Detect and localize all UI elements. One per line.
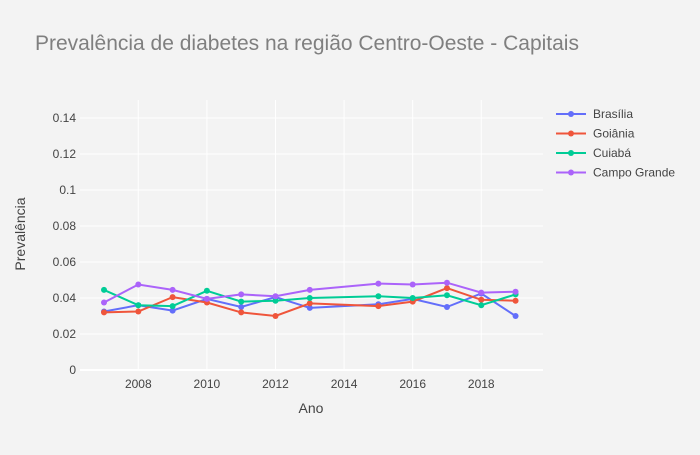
legend[interactable]: Brasília Goiânia Cuiabá Campo Grande [556,107,675,180]
data-point[interactable] [238,304,245,310]
y-tick-label: 0.06 [53,255,77,269]
legend-item[interactable]: Goiânia [556,127,635,141]
x-tick-label: 2012 [262,377,289,391]
data-point[interactable] [135,302,142,309]
data-point[interactable] [443,304,450,310]
y-tick-label: 0.12 [53,147,77,161]
data-point[interactable] [101,299,108,306]
y-tick-label: 0 [69,363,76,377]
y-tick-label: 0.04 [53,291,77,305]
data-point[interactable] [238,309,245,316]
data-point[interactable] [306,286,313,293]
data-point[interactable] [203,287,210,294]
x-tick-label: 2014 [331,377,358,391]
series-line [103,287,516,318]
legend-marker-icon [568,150,574,156]
data-point[interactable] [443,279,450,286]
y-tick-label: 0.1 [59,183,76,197]
data-point[interactable] [375,293,382,300]
series-3 [101,279,519,306]
y-tick-label: 0.14 [53,111,77,125]
data-point[interactable] [101,309,108,316]
series-1 [101,285,519,319]
axis-ticks: 0 0.02 0.04 0.06 0.08 0.1 0.12 0.14 2008 2010 2012… [53,111,495,391]
legend-label: Campo Grande [593,166,675,180]
x-tick-label: 2010 [194,377,221,391]
data-point[interactable] [135,281,142,288]
data-point[interactable] [306,300,313,307]
legend-item[interactable]: Brasília [556,107,633,121]
data-point[interactable] [512,297,519,304]
y-axis-title: Prevalência [12,197,28,270]
data-point[interactable] [443,285,450,292]
data-point[interactable] [169,303,176,310]
legend-label: Goiânia [593,127,635,141]
data-point[interactable] [409,281,416,288]
data-point[interactable] [169,286,176,293]
data-point[interactable] [375,280,382,287]
x-tick-label: 2016 [399,377,426,391]
series-layer [101,279,519,319]
chart-title: Prevalência de diabetes na região Centro… [35,32,579,55]
legend-item[interactable]: Cuiabá [556,146,631,160]
data-point[interactable] [238,291,245,298]
data-point[interactable] [306,295,313,301]
data-point[interactable] [135,308,142,315]
data-point[interactable] [409,295,416,301]
data-point[interactable] [272,313,279,319]
legend-label: Cuiabá [593,146,631,160]
legend-marker-icon [568,130,574,137]
data-point[interactable] [478,289,485,296]
x-tick-label: 2008 [125,377,152,391]
legend-marker-icon [568,169,574,176]
plot-area [80,100,543,370]
data-point[interactable] [272,293,279,300]
data-point[interactable] [101,286,108,293]
series-line [103,288,516,308]
gridlines [80,100,543,371]
data-point[interactable] [169,307,176,314]
legend-item[interactable]: Campo Grande [556,166,675,180]
data-point[interactable] [478,302,485,309]
legend-marker-icon [568,111,574,117]
data-point[interactable] [478,296,485,303]
series-line [103,281,516,304]
data-point[interactable] [203,295,210,302]
data-point[interactable] [512,288,519,295]
data-point[interactable] [443,292,450,299]
series-line [103,292,517,317]
data-point[interactable] [169,294,176,301]
y-tick-label: 0.02 [53,327,77,341]
data-point[interactable] [306,304,313,311]
x-tick-label: 2018 [468,377,495,391]
data-point[interactable] [238,298,245,305]
data-point[interactable] [512,313,519,319]
x-axis-title: Ano [299,400,324,416]
y-tick-label: 0.08 [53,219,77,233]
data-point[interactable] [375,303,382,310]
legend-label: Brasília [593,107,633,121]
data-point[interactable] [272,297,279,304]
